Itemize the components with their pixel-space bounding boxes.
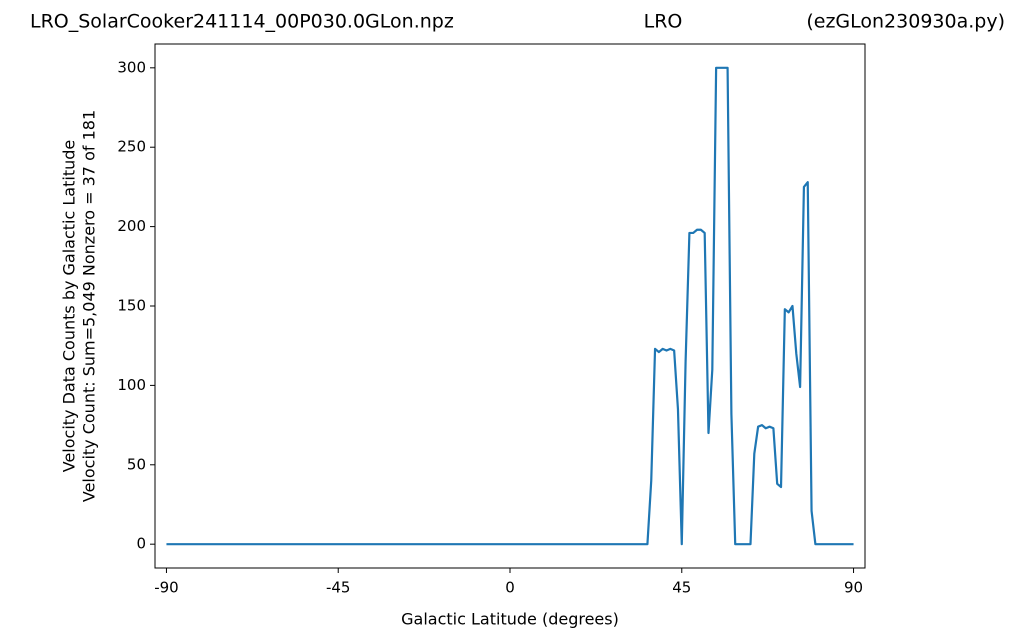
x-tick-label: -45	[326, 579, 351, 597]
y-tick-label: 200	[117, 217, 146, 235]
chart-title: (ezGLon230930a.py)	[806, 11, 1005, 33]
x-tick-label: 0	[505, 579, 515, 597]
chart-title: LRO	[644, 11, 683, 33]
chart-title: LRO_SolarCooker241114_00P030.0GLon.npz	[30, 11, 454, 33]
plot-frame	[154, 43, 866, 569]
y-tick-label: 100	[117, 376, 146, 394]
y-tick-label: 300	[117, 58, 146, 76]
data-line	[166, 66, 854, 546]
y-axis-label: Velocity Count: Sum=5,049 Nonzero = 37 o…	[80, 110, 99, 502]
x-tick-label: -90	[154, 579, 179, 597]
x-tick-label: 90	[844, 579, 863, 597]
y-tick-label: 50	[127, 455, 146, 473]
y-tick-label: 150	[117, 297, 146, 315]
x-tick-label: 45	[672, 579, 691, 597]
y-axis-label: Velocity Data Counts by Galactic Latitud…	[60, 140, 79, 473]
y-tick-label: 250	[117, 138, 146, 156]
y-tick-label: 0	[136, 535, 146, 553]
x-axis-label: Galactic Latitude (degrees)	[401, 610, 619, 629]
